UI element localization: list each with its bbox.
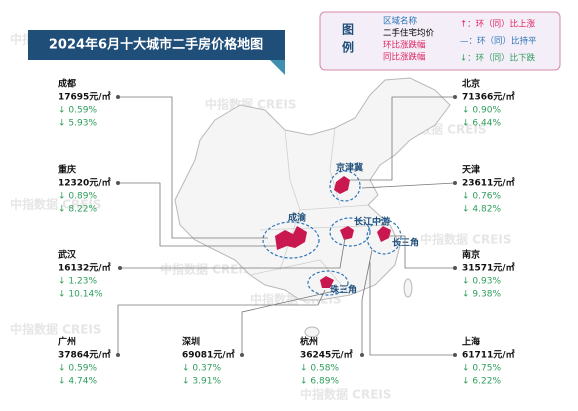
- leader-line: [361, 182, 456, 189]
- watermark: 中指数据 CREIS: [10, 197, 102, 212]
- leader-dot: [116, 181, 120, 185]
- city-price: 31571元/㎡: [462, 262, 515, 274]
- watermark: 中指数据 CREIS: [300, 387, 392, 402]
- city-price: 69081元/㎡: [182, 349, 235, 361]
- city-mom: ↓ 0.90%: [462, 106, 501, 116]
- region-label: 珠三角: [330, 284, 357, 296]
- watermark: 中指数据 CREIS: [205, 97, 297, 112]
- leader-dot: [240, 353, 244, 357]
- city-name: 杭州: [300, 336, 318, 348]
- city-yoy: ↓ 5.93%: [58, 119, 97, 129]
- city-price: 61711元/㎡: [462, 349, 515, 361]
- leader-dot: [116, 353, 120, 357]
- city-name: 深圳: [182, 336, 200, 348]
- legend-item: 环比涨跌幅: [383, 40, 426, 51]
- city-yoy: ↓ 8.22%: [58, 205, 97, 215]
- region-label: 长江中游: [354, 216, 390, 228]
- region-label: 成渝: [288, 212, 307, 224]
- leader-line: [361, 249, 373, 355]
- city-yoy: ↓ 10.14%: [58, 290, 103, 300]
- city-yoy: ↓ 9.38%: [462, 290, 501, 300]
- city-name: 天津: [462, 164, 480, 176]
- leader-dot: [453, 353, 457, 357]
- city-name: 成都: [58, 78, 76, 90]
- region-outline: [366, 219, 402, 255]
- legend-symbol: ↓：环（同）比下跌: [460, 53, 536, 64]
- city-name: 重庆: [58, 164, 76, 176]
- city-mom: ↓ 0.59%: [58, 364, 97, 374]
- leader-dot: [360, 353, 364, 357]
- leader-dot: [116, 95, 120, 99]
- city-name: 北京: [462, 78, 480, 90]
- china-map: [174, 77, 451, 338]
- city-price: 12320元/㎡: [58, 177, 111, 189]
- city-price: 37864元/㎡: [58, 349, 111, 361]
- region-outline: [329, 217, 371, 247]
- city-yoy: ↓ 4.74%: [58, 377, 97, 387]
- city-price: 17695元/㎡: [58, 91, 111, 103]
- city-name: 武汉: [58, 249, 77, 261]
- city-mom: ↓ 0.93%: [462, 277, 501, 287]
- legend-item: 二手住宅均价: [383, 28, 435, 39]
- legend-box: [319, 11, 561, 71]
- city-yoy: ↓ 6.22%: [462, 377, 501, 387]
- leader-dot: [118, 266, 122, 270]
- city-areas: [275, 176, 391, 288]
- legend-symbol: ↑：环（同）比上涨: [460, 19, 536, 30]
- leader-line: [117, 289, 326, 355]
- city-yoy: ↓ 4.82%: [462, 205, 501, 215]
- city-name: 南京: [462, 249, 480, 261]
- city-mom: ↓ 0.75%: [462, 364, 501, 374]
- legend-item: 同比涨跌幅: [383, 52, 426, 63]
- legend-symbol: —：环（同）比持平: [460, 36, 537, 47]
- leader-dot: [453, 266, 457, 270]
- banner-corner: [270, 60, 285, 75]
- leader-line: [118, 182, 276, 247]
- watermark: 中指数据 CREIS: [10, 322, 102, 337]
- region-outline: [329, 170, 361, 202]
- city-mom: ↓ 0.58%: [300, 364, 339, 374]
- leader-line: [120, 237, 346, 269]
- city-price: 23611元/㎡: [462, 177, 515, 189]
- city-mom: ↓ 0.89%: [58, 192, 97, 202]
- city-yoy: ↓ 3.91%: [182, 377, 221, 387]
- city-price: 36245元/㎡: [300, 349, 353, 361]
- leader-line: [369, 262, 455, 356]
- city-mom: ↓ 0.76%: [462, 192, 501, 202]
- city-yoy: ↓ 6.89%: [300, 377, 339, 387]
- leader-line: [388, 235, 455, 269]
- leader-dot: [453, 181, 457, 185]
- region-label: 长三角: [392, 237, 419, 249]
- watermark: 中指数据 CREIS: [160, 262, 252, 277]
- legend-item: 区域名称: [383, 16, 418, 27]
- city-mom: ↓ 0.59%: [58, 106, 97, 116]
- region-label: 京津冀: [336, 162, 363, 174]
- region-outline: [307, 270, 349, 296]
- city-name: 广州: [58, 336, 76, 348]
- leader-line: [241, 291, 331, 355]
- city-yoy: ↓ 6.44%: [462, 119, 501, 129]
- watermark: 中指数据 CREIS: [420, 232, 512, 247]
- title: 2024年6月十大城市二手房价格地图: [49, 37, 263, 53]
- city-price: 71366元/㎡: [462, 91, 515, 103]
- leader-dot: [453, 95, 457, 99]
- leader-line: [350, 96, 455, 181]
- city-name: 上海: [462, 336, 480, 348]
- city-price: 16132元/㎡: [58, 262, 111, 274]
- leader-line: [118, 96, 268, 239]
- legend-heading: 图例: [341, 23, 355, 59]
- leader-lines: [116, 95, 457, 357]
- city-mom: ↓ 1.23%: [58, 277, 97, 287]
- city-mom: ↓ 0.37%: [182, 364, 221, 374]
- title-banner: [28, 30, 285, 60]
- region-outline: [262, 221, 320, 259]
